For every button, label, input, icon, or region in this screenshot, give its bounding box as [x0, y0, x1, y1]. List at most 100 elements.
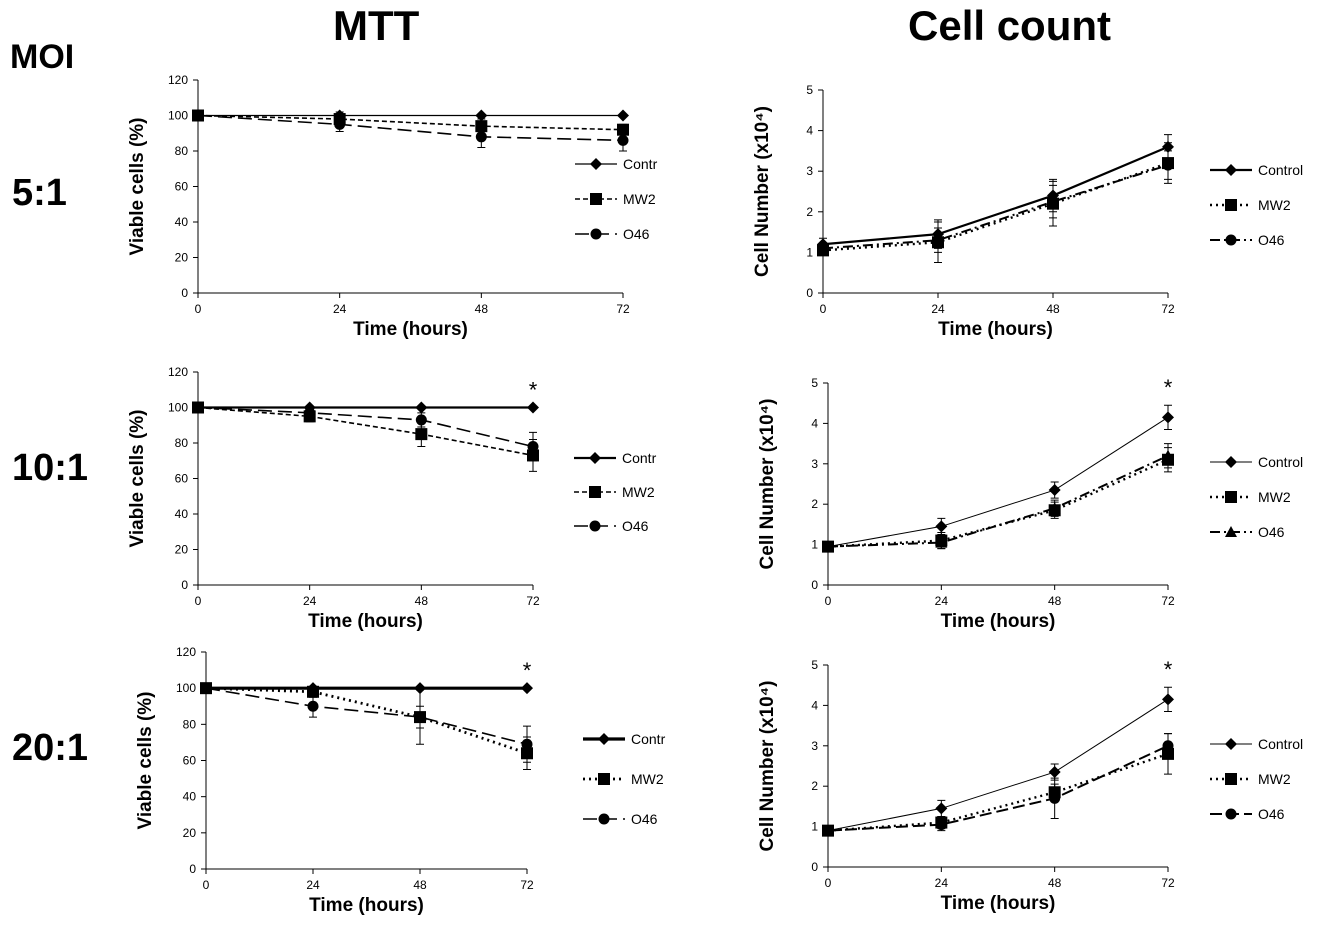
y-tick-label: 0	[806, 286, 813, 300]
y-tick-label: 2	[811, 497, 818, 511]
data-point	[822, 825, 834, 837]
data-point	[307, 700, 319, 712]
x-tick-label: 72	[526, 594, 540, 608]
chart-cellcount-moi-10: 0 1 2 3 4 5 0 24 48 72 Time (hours) Cell Number (x1…	[730, 370, 1330, 650]
chart-svg: 0 20 40 60 80 100 120 0 24 48 72 Time (hours) Viable…	[135, 645, 666, 916]
series-o46	[192, 402, 539, 462]
x-tick-label: 0	[195, 594, 202, 608]
legend-marker	[590, 228, 602, 240]
legend-entry: MW2	[583, 771, 664, 787]
series-mw2	[192, 401, 539, 472]
legend-entry: O46	[1210, 806, 1285, 822]
legend-label: O46	[623, 226, 650, 242]
y-axis-title: Viable cells (%)	[127, 410, 148, 548]
data-point	[1162, 159, 1174, 171]
chart-cellcount-moi-5: 0 1 2 3 4 5 0 24 48 72 Time (hours) Cell Number (x1…	[730, 78, 1330, 358]
x-axis-title: Time (hours)	[309, 895, 424, 916]
series-o46	[822, 733, 1174, 837]
y-tick-label: 3	[806, 164, 813, 178]
y-tick-label: 0	[811, 578, 818, 592]
data-point	[935, 520, 948, 533]
series-line	[197, 114, 624, 142]
series-line	[827, 744, 1169, 832]
series-o46	[822, 443, 1174, 552]
y-tick-label: 40	[183, 790, 197, 804]
series-control	[822, 404, 1174, 553]
data-point	[1049, 792, 1061, 804]
y-tick-label: 60	[183, 754, 197, 768]
y-tick-label: 20	[183, 826, 197, 840]
series-contr	[200, 682, 533, 695]
y-tick-label: 2	[811, 779, 818, 793]
y-tick-label: 80	[175, 436, 189, 450]
data-point	[304, 407, 316, 419]
data-point	[617, 134, 629, 146]
data-point	[307, 685, 319, 698]
y-tick-label: 0	[189, 862, 196, 876]
data-point	[935, 536, 948, 548]
legend-marker	[598, 813, 610, 825]
cell-count-column-title: Cell count	[908, 2, 1112, 49]
x-tick-label: 0	[825, 876, 832, 890]
legend-label: O46	[622, 518, 649, 534]
series-line	[822, 164, 1169, 250]
legend-label: Contr	[622, 450, 657, 466]
data-point	[935, 819, 947, 831]
x-tick-label: 72	[616, 302, 630, 316]
y-tick-label: 20	[175, 543, 189, 557]
y-tick-label: 5	[806, 83, 813, 97]
legend-label: Control	[1258, 736, 1303, 752]
y-tick-label: 4	[806, 124, 813, 138]
chart-svg: 0 1 2 3 4 5 0 24 48 72 Time (hours) Cell Number (x1…	[757, 375, 1303, 632]
y-tick-label: 60	[175, 180, 189, 194]
legend-marker	[589, 452, 601, 464]
row-label-moi-10: 10:1	[12, 447, 89, 489]
x-axis-title: Time (hours)	[353, 319, 468, 340]
series-line	[827, 752, 1169, 832]
chart-svg: 0 1 2 3 4 5 0 24 48 72 Time (hours) Cell Number (x1…	[752, 83, 1303, 340]
legend-marker	[1225, 491, 1237, 503]
x-tick-label: 48	[415, 594, 429, 608]
data-point	[521, 738, 533, 750]
legend-entry: Control	[1210, 162, 1303, 178]
legend-entry: O46	[1210, 524, 1285, 540]
legend-label: O46	[1258, 806, 1285, 822]
legend-label: MW2	[1258, 489, 1291, 505]
series-line	[827, 698, 1169, 832]
legend-label: Control	[1258, 162, 1303, 178]
legend-entry: Contr	[583, 731, 666, 747]
y-tick-label: 20	[175, 251, 189, 265]
row-label-moi-20: 20:1	[12, 727, 89, 769]
y-axis-title: Viable cells (%)	[135, 692, 156, 830]
x-axis-title: Time (hours)	[308, 611, 423, 632]
series-mw2	[192, 109, 629, 136]
chart-svg: 0 20 40 60 80 100 120 0 24 48 72 Time (hours) Viable…	[127, 365, 657, 632]
mtt-column-title: MTT	[333, 2, 420, 49]
x-tick-label: 0	[820, 302, 827, 316]
data-point	[192, 110, 204, 121]
legend-label: O46	[1258, 232, 1285, 248]
y-tick-label: 100	[168, 109, 188, 123]
data-point	[817, 242, 829, 254]
data-point	[1162, 740, 1174, 752]
y-tick-label: 1	[806, 245, 813, 259]
significance-star: *	[523, 658, 532, 683]
x-tick-label: 48	[413, 878, 427, 892]
significance-star: *	[1164, 657, 1173, 682]
x-tick-label: 24	[303, 594, 317, 608]
legend-label: O46	[631, 811, 658, 827]
x-tick-label: 24	[306, 878, 320, 892]
y-tick-label: 0	[181, 286, 188, 300]
y-tick-label: 1	[811, 538, 818, 552]
legend-marker	[1225, 738, 1237, 750]
legend-marker	[589, 486, 601, 498]
data-point	[932, 234, 944, 246]
legend-marker	[1225, 456, 1237, 468]
legend-entry: O46	[1210, 232, 1285, 248]
x-axis-title: Time (hours)	[941, 893, 1056, 914]
series-line	[827, 416, 1169, 548]
data-point	[1048, 484, 1061, 497]
legend-label: O46	[1258, 524, 1285, 540]
legend-label: MW2	[622, 484, 655, 500]
x-tick-label: 48	[1048, 594, 1062, 608]
